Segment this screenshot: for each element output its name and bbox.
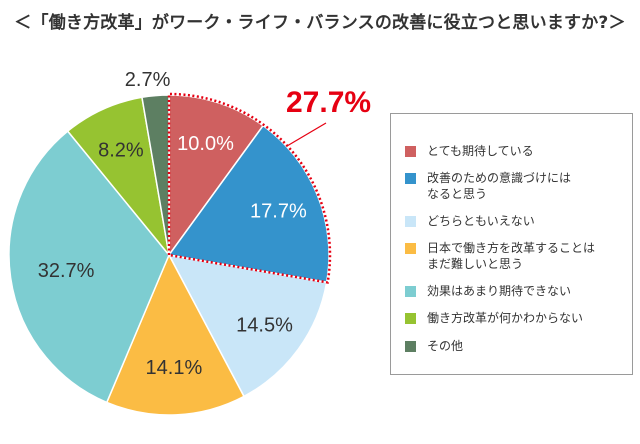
pie-slice-undecided (167, 254, 328, 398)
slice-label-still-difficult: 14.1% (146, 357, 203, 379)
legend-label-line: 働き方改革が何かわからない (427, 311, 584, 325)
pie-slice-still-difficult (105, 253, 245, 416)
legend-label-line: とても期待している (427, 144, 534, 158)
legend-label: 働き方改革が何かわからない (427, 310, 627, 326)
slice-label-dont-know: 8.2% (98, 139, 144, 161)
legend-label: 改善のための意識づけには なると思う (427, 170, 627, 202)
slice-label-not-expecting: 32.7% (38, 260, 95, 282)
pie-slice-not-expecting (8, 130, 170, 404)
pie-slice-other (141, 94, 170, 256)
legend-label-line: 改善のための意識づけには (427, 171, 572, 185)
legend-label-line: まだ難しいと思う (427, 257, 524, 271)
legend-label-line: 効果はあまり期待できない (427, 284, 572, 298)
legend-label-line: なると思う (427, 187, 488, 201)
chart-title: ＜「働き方改革」がワーク・ライフ・バランスの改善に役立つと思いますか?＞ (14, 13, 626, 33)
legend-swatch (405, 146, 416, 157)
legend-label: 効果はあまり期待できない (427, 283, 627, 299)
legend-swatch (405, 173, 416, 184)
legend-label-line: その他 (427, 339, 464, 353)
highlight-leader-line (286, 122, 327, 147)
legend-label: その他 (427, 338, 627, 354)
slice-label-awareness: 17.7% (250, 201, 307, 223)
highlight-outline (167, 92, 332, 284)
legend-swatch (405, 286, 416, 297)
slice-label-other: 2.7% (125, 69, 171, 91)
slice-label-undecided: 14.5% (236, 314, 293, 336)
legend-swatch (405, 341, 416, 352)
legend-label: 日本で働き方を改革することは まだ難しいと思う (427, 240, 627, 272)
legend-label-line: 日本で働き方を改革することは (427, 241, 596, 255)
slice-label-very-hopeful: 10.0% (177, 133, 234, 155)
legend: とても期待している 改善のための意識づけには なると思う どちらともいえない 日… (390, 113, 633, 375)
legend-swatch (405, 216, 416, 227)
legend-label: とても期待している (427, 143, 627, 159)
legend-label: どちらともいえない (427, 213, 627, 229)
legend-swatch (405, 243, 416, 254)
legend-swatch (405, 313, 416, 324)
highlight-label: 27.7% (286, 86, 371, 119)
legend-label-line: どちらともいえない (427, 214, 535, 228)
